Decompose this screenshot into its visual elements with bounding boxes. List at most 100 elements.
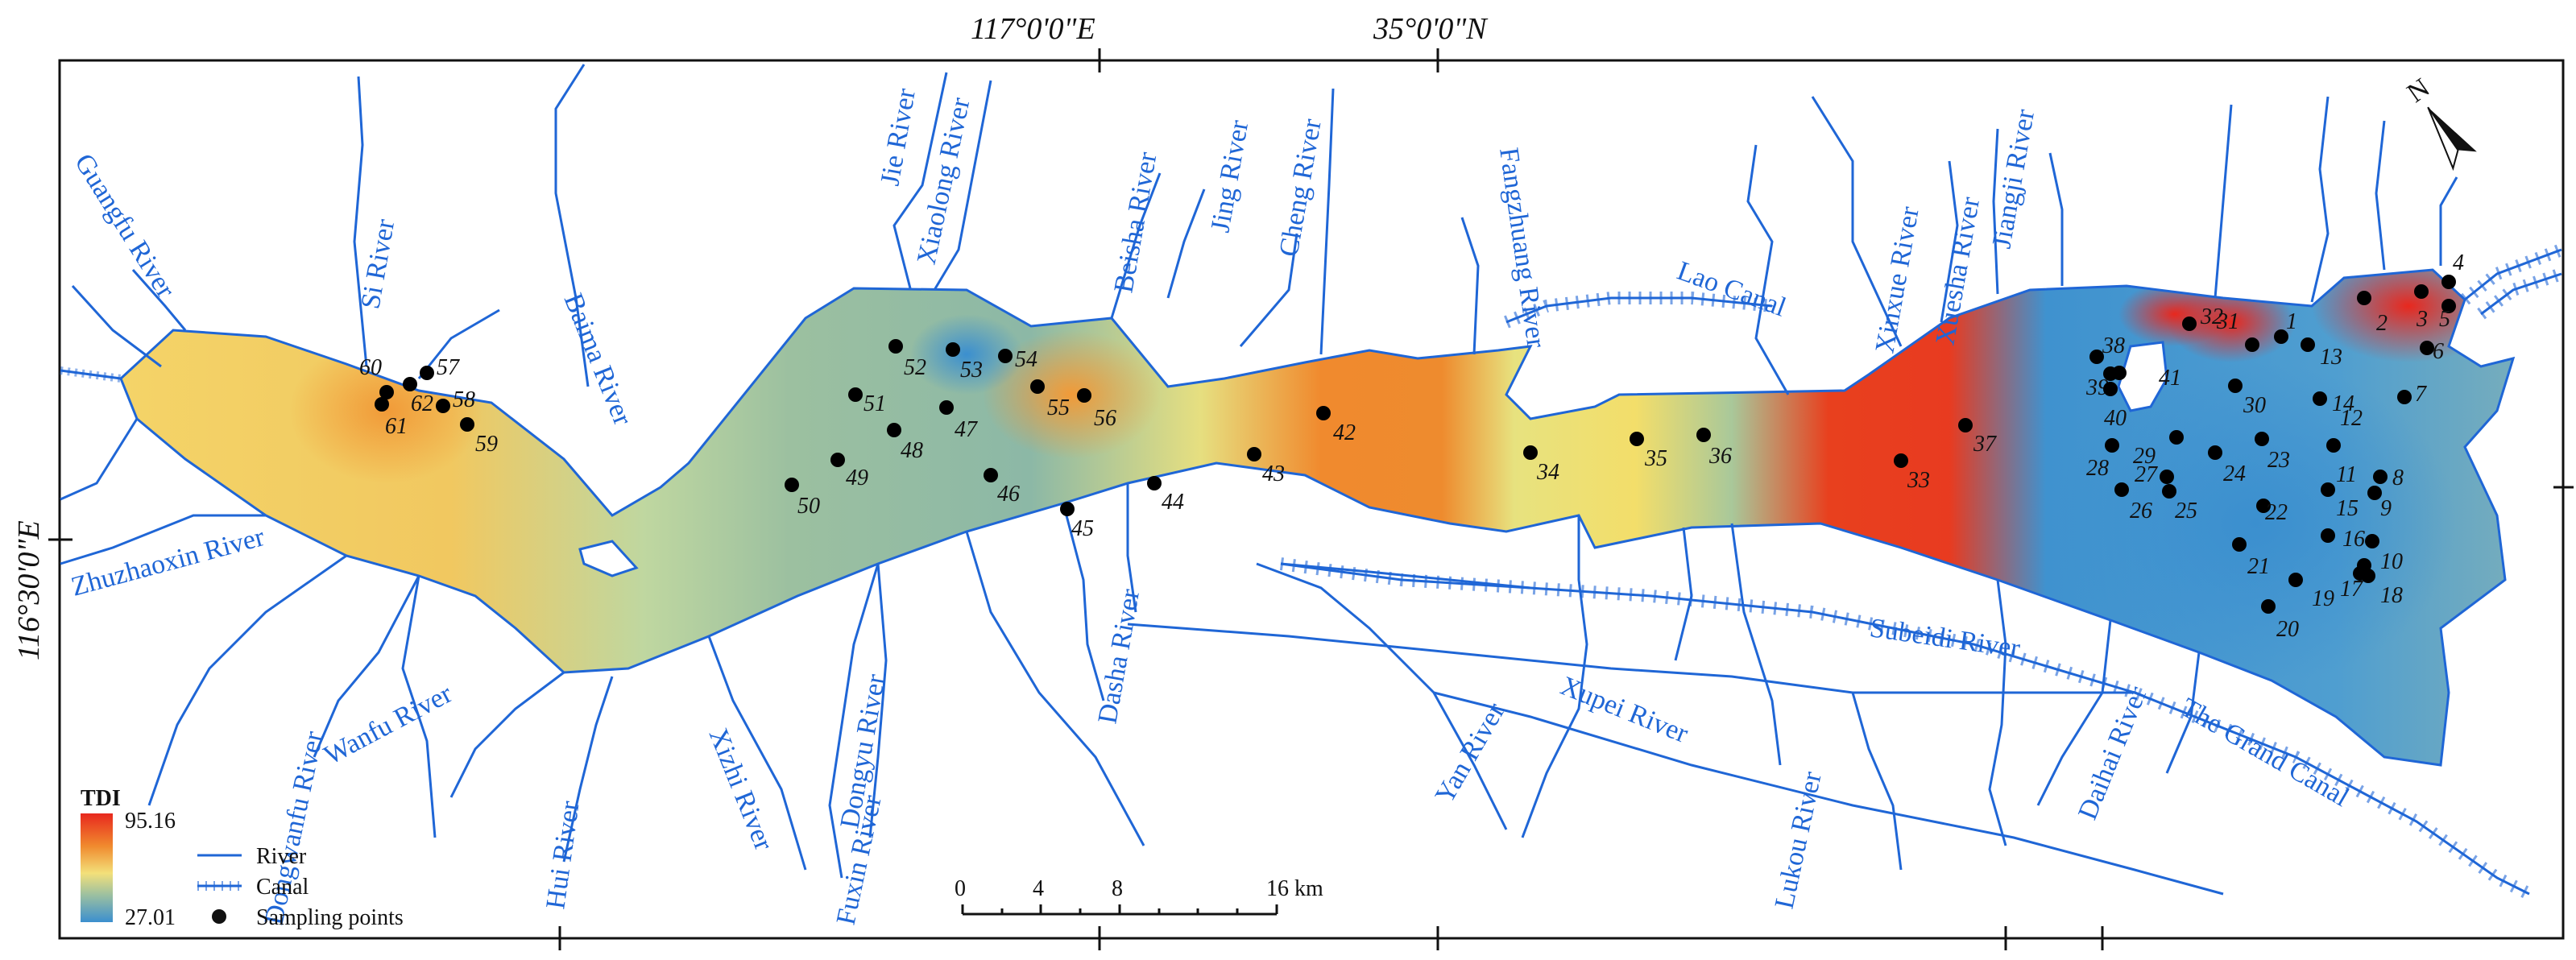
sampling-point xyxy=(998,349,1013,363)
sampling-point xyxy=(2373,470,2388,484)
sampling-point-label: 60 xyxy=(359,355,382,380)
sampling-point-label: 34 xyxy=(1536,460,1559,485)
sampling-point-label: 37 xyxy=(1973,432,1997,457)
scale-tick-8: 8 xyxy=(1112,876,1123,901)
sampling-point-label: 23 xyxy=(2267,448,2290,473)
sampling-point xyxy=(2169,430,2184,445)
sampling-point-label: 53 xyxy=(960,358,983,383)
sampling-point xyxy=(2228,379,2243,393)
lat-label-35: 35°0'0"N xyxy=(1373,12,1489,46)
sampling-point xyxy=(2414,284,2429,299)
sampling-point-label: 17 xyxy=(2340,577,2363,602)
sampling-point-label: 38 xyxy=(2102,333,2125,358)
sampling-point-label: 32 xyxy=(2200,304,2223,329)
sampling-point-label: 43 xyxy=(1262,461,1285,486)
sampling-point xyxy=(785,478,799,492)
lat-label-116: 116°30'0"E xyxy=(12,520,46,660)
sampling-point xyxy=(1247,447,1261,461)
sampling-point xyxy=(2105,438,2119,453)
legend: TDI 95.16 27.01 River Canal Sampling poi… xyxy=(81,786,404,930)
sampling-point-label: 51 xyxy=(863,391,886,416)
sampling-point xyxy=(436,399,450,413)
label-cheng-river: Cheng River xyxy=(1274,116,1327,259)
label-lao-canal: Lao Canal xyxy=(1673,256,1790,323)
scale-bar: 0 4 8 16 km xyxy=(955,876,1323,916)
label-hui-river: Hui River xyxy=(540,799,586,912)
river-network xyxy=(60,64,2458,896)
sampling-point xyxy=(1060,502,1075,516)
sampling-point-label: 31 xyxy=(2216,309,2239,334)
sampling-point xyxy=(420,366,434,380)
sampling-point xyxy=(2160,470,2174,484)
sampling-point xyxy=(1630,432,1644,446)
sampling-point-label: 47 xyxy=(955,417,978,442)
sampling-point xyxy=(1523,445,1538,460)
sampling-point-label: 62 xyxy=(411,391,433,416)
lake-outline xyxy=(119,268,2516,767)
sampling-point-label: 46 xyxy=(997,482,1020,507)
sampling-point xyxy=(2245,337,2259,352)
sampling-point xyxy=(2261,599,2276,614)
sampling-point-label: 14 xyxy=(2332,391,2354,416)
label-wanfu-river: Wanfu River xyxy=(319,678,457,771)
legend-river-label: River xyxy=(256,844,307,869)
sampling-point-label: 21 xyxy=(2247,554,2270,579)
label-yan-river: Yan River xyxy=(1430,697,1511,809)
sampling-point-label: 29 xyxy=(2133,444,2156,469)
sampling-point xyxy=(460,417,474,432)
sampling-point xyxy=(2313,391,2327,406)
sampling-point-label: 40 xyxy=(2104,406,2127,431)
sampling-point-label: 2 xyxy=(2376,311,2388,336)
sampling-point xyxy=(830,453,845,467)
label-subeidi-river: Subeidi River xyxy=(1868,613,2023,664)
sampling-point xyxy=(2103,366,2118,381)
sampling-point xyxy=(1077,388,1091,403)
sampling-point-label: 48 xyxy=(901,438,923,463)
sampling-point-label: 55 xyxy=(1047,395,1070,420)
label-xizhi-river: Xizhi River xyxy=(703,724,779,854)
sampling-point-label: 4 xyxy=(2453,250,2464,275)
legend-title: TDI xyxy=(81,786,121,811)
sampling-point-label: 3 xyxy=(2416,307,2428,332)
sampling-point-label: 50 xyxy=(797,494,820,519)
sampling-point xyxy=(2114,482,2129,497)
sampling-point-label: 24 xyxy=(2223,461,2246,486)
sampling-point xyxy=(2301,337,2315,352)
sampling-point-label: 5 xyxy=(2439,307,2450,332)
lon-label-117: 117°0'0"E xyxy=(971,12,1095,46)
label-xupei-river: Xupei River xyxy=(1556,671,1692,749)
sampling-point-label: 54 xyxy=(1015,347,1037,372)
scale-tick-4: 4 xyxy=(1033,876,1044,901)
sampling-point-label: 16 xyxy=(2342,527,2365,552)
label-xiaolong-river: Xiaolong River xyxy=(912,94,976,267)
sampling-point-label: 58 xyxy=(453,387,475,412)
sampling-point xyxy=(1030,379,1045,394)
sampling-point xyxy=(946,342,960,357)
sampling-point-label: 33 xyxy=(1907,468,1930,493)
svg-text:N: N xyxy=(2402,72,2435,108)
sampling-point xyxy=(2397,390,2412,404)
label-baima-river: Baima River xyxy=(558,289,638,430)
sampling-point xyxy=(2162,484,2176,499)
scale-tick-16: 16 km xyxy=(1266,876,1323,901)
sampling-point-label: 13 xyxy=(2320,345,2342,370)
sampling-point xyxy=(403,377,417,391)
legend-sampling-symbol xyxy=(212,909,226,924)
sampling-point xyxy=(848,387,863,402)
sampling-point xyxy=(939,400,954,415)
sampling-point-label: 1 xyxy=(2286,309,2297,334)
sampling-point xyxy=(2103,382,2118,396)
sampling-point xyxy=(2182,317,2197,331)
sampling-point xyxy=(1147,476,1162,490)
label-si-river: Si River xyxy=(355,217,400,312)
sampling-point xyxy=(887,423,901,437)
sampling-point xyxy=(2441,275,2456,289)
sampling-point-label: 12 xyxy=(2340,406,2363,431)
graticule-ticks xyxy=(48,48,2574,950)
sampling-point-label: 57 xyxy=(437,355,460,380)
sampling-point xyxy=(2089,350,2104,364)
legend-sampling-label: Sampling points xyxy=(256,905,404,930)
sampling-point xyxy=(379,385,394,399)
sampling-point-label: 52 xyxy=(904,355,926,380)
sampling-point-label: 6 xyxy=(2433,339,2444,364)
